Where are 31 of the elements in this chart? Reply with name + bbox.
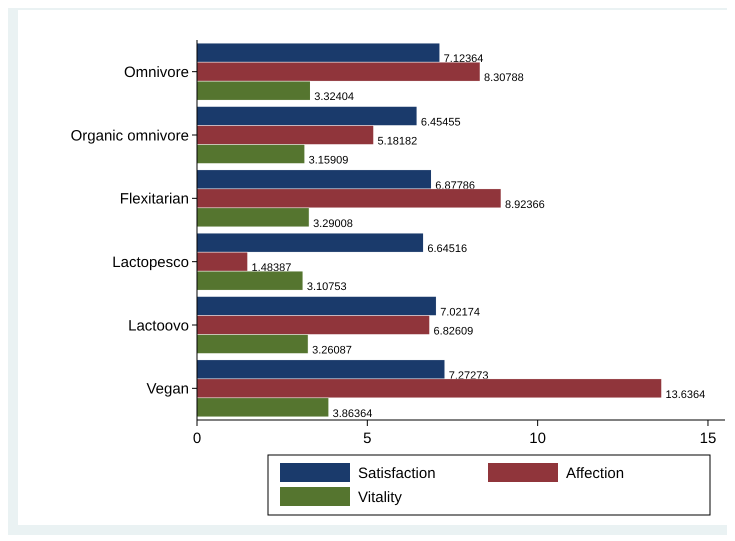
data-label: 6.87786 xyxy=(435,180,476,192)
data-label: 13.6364 xyxy=(666,388,706,401)
data-label: 8.92366 xyxy=(504,198,545,211)
x-tick-label: 5 xyxy=(363,430,372,447)
data-label: 5.18182 xyxy=(378,136,418,148)
data-label: 3.32404 xyxy=(314,91,354,104)
data-label: 1.48387 xyxy=(252,262,292,274)
data-label: 3.26087 xyxy=(312,344,352,356)
data-label: 3.10753 xyxy=(306,281,347,294)
x-tick-label: 0 xyxy=(192,430,202,447)
data-label: 6.82609 xyxy=(434,326,474,338)
y-tick-label: Vegan xyxy=(146,380,189,398)
y-tick-label: Lactoovo xyxy=(128,317,189,334)
data-label: 3.29008 xyxy=(313,218,353,230)
x-tick-label: 15 xyxy=(700,430,716,447)
data-label: 7.02174 xyxy=(440,306,480,318)
data-label: 6.45455 xyxy=(420,116,461,128)
legend-label: Affection xyxy=(566,465,624,482)
data-label: 6.64516 xyxy=(427,243,468,256)
legend-label: Satisfaction xyxy=(358,465,436,482)
y-tick-label: Omnivore xyxy=(124,64,189,81)
y-tick-label: Organic omnivore xyxy=(70,127,189,144)
y-tick-label: Lactopesco xyxy=(112,254,189,271)
data-label: 7.27273 xyxy=(448,370,489,382)
data-label: 7.12364 xyxy=(444,53,484,66)
x-tick-label: 10 xyxy=(529,430,546,447)
y-tick-label: Flexitarian xyxy=(120,190,189,208)
data-label: 8.30788 xyxy=(484,72,524,84)
legend-label: Vitality xyxy=(358,489,402,506)
data-label: 3.15909 xyxy=(308,154,348,166)
data-label: 3.86364 xyxy=(332,408,372,420)
